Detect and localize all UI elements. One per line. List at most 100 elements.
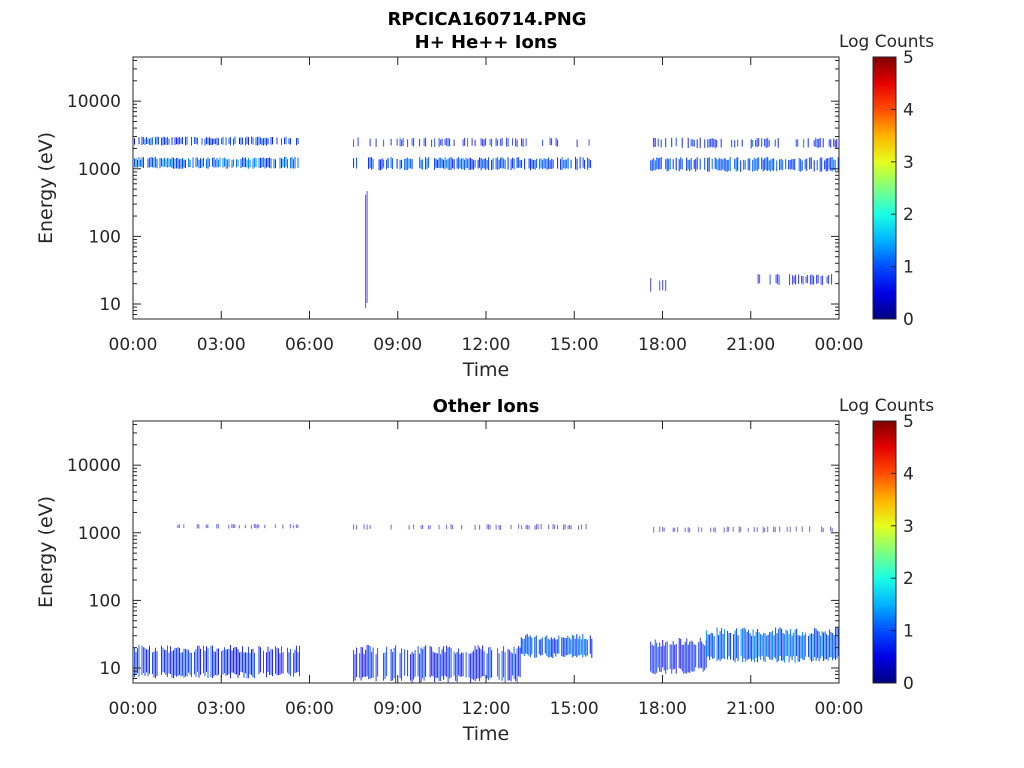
colorbar-tick-label: 2 xyxy=(903,205,914,225)
spectrogram-band-5 xyxy=(650,637,707,675)
spectrogram-band-4 xyxy=(365,191,368,309)
y-tick-10: 10 xyxy=(99,295,839,315)
x-tick-0: 00:00 xyxy=(109,421,158,719)
spectrogram-band-7 xyxy=(650,278,667,292)
colorbar-tick-label: 5 xyxy=(903,412,914,432)
y-tick-label: 1000 xyxy=(78,160,121,180)
spectrogram-band-0 xyxy=(133,136,299,146)
x-tick-label: 00:00 xyxy=(815,699,864,719)
y-tick-1000: 1000 xyxy=(78,160,839,180)
x-tick-label: 03:00 xyxy=(197,699,246,719)
colorbar-scale xyxy=(872,420,897,684)
y-tick-1000: 1000 xyxy=(78,524,839,544)
x-tick-8: 00:00 xyxy=(815,57,864,355)
y-tick-10000: 10000 xyxy=(67,456,839,476)
spectrogram-band-1 xyxy=(177,524,299,529)
y-tick-label: 10 xyxy=(99,295,121,315)
colorbar-tick-label: 1 xyxy=(903,622,914,642)
x-axis-label: Time xyxy=(462,359,510,381)
x-tick-label: 06:00 xyxy=(285,335,334,355)
y-tick-label: 100 xyxy=(89,591,121,611)
colorbar-tick-label: 1 xyxy=(903,258,914,278)
x-tick-label: 03:00 xyxy=(197,335,246,355)
x-tick-label: 06:00 xyxy=(285,699,334,719)
x-tick-2: 06:00 xyxy=(285,421,334,719)
y-tick-label: 100 xyxy=(89,227,121,247)
x-tick-0: 00:00 xyxy=(109,57,158,355)
x-tick-label: 21:00 xyxy=(726,335,775,355)
x-tick-label: 00:00 xyxy=(815,335,864,355)
x-tick-6: 18:00 xyxy=(638,57,687,355)
spectrogram-data xyxy=(133,524,839,683)
panel-title: Other Ions xyxy=(433,396,540,417)
spectrogram-band-3 xyxy=(353,156,592,171)
x-tick-4: 12:00 xyxy=(462,57,511,355)
colorbar-tick-label: 4 xyxy=(903,464,914,484)
y-minor-ticks xyxy=(133,59,839,320)
spectrogram-band-8 xyxy=(757,273,833,286)
panel-title: H+ He++ Ions xyxy=(415,32,558,53)
colorbar-tick-label: 4 xyxy=(903,100,914,120)
y-tick-label: 10000 xyxy=(67,456,121,476)
y-tick-100: 100 xyxy=(89,591,839,611)
y-tick-10: 10 xyxy=(99,659,839,679)
x-tick-label: 18:00 xyxy=(638,335,687,355)
y-tick-label: 10 xyxy=(99,659,121,679)
x-tick-4: 12:00 xyxy=(462,421,511,719)
spectrogram-band-0 xyxy=(133,644,300,679)
colorbar-title: Log Counts xyxy=(839,32,934,52)
x-tick-label: 18:00 xyxy=(638,699,687,719)
x-tick-1: 03:00 xyxy=(197,421,246,719)
figure-title: RPCICA160714.PNG xyxy=(387,9,586,30)
x-tick-3: 09:00 xyxy=(373,57,422,355)
spectrogram-data xyxy=(133,136,839,309)
x-tick-2: 06:00 xyxy=(285,57,334,355)
x-tick-7: 21:00 xyxy=(726,57,775,355)
spectrogram-band-3 xyxy=(520,633,593,659)
y-tick-10000: 10000 xyxy=(67,92,839,112)
colorbar-tick-label: 3 xyxy=(903,153,914,173)
spectrogram-band-1 xyxy=(133,156,299,169)
x-tick-label: 15:00 xyxy=(550,335,599,355)
spectrogram-band-2 xyxy=(353,137,590,147)
x-tick-label: 21:00 xyxy=(726,699,775,719)
plot-frame xyxy=(132,56,840,320)
x-tick-label: 12:00 xyxy=(462,699,511,719)
spectrogram-band-5 xyxy=(653,137,838,149)
x-tick-1: 03:00 xyxy=(197,57,246,355)
y-tick-label: 1000 xyxy=(78,524,121,544)
x-tick-3: 09:00 xyxy=(373,421,422,719)
y-tick-100: 100 xyxy=(89,227,839,247)
x-tick-label: 00:00 xyxy=(109,335,158,355)
spectrogram-band-7 xyxy=(653,526,833,533)
spectrogram-band-4 xyxy=(353,524,587,530)
colorbar-title: Log Counts xyxy=(839,396,934,416)
colorbar-tick-label: 3 xyxy=(903,517,914,537)
spectrogram-band-2 xyxy=(353,645,521,683)
colorbar: Log Counts 0 1 2 3 4 5 xyxy=(839,32,934,330)
colorbar-tick-label: 0 xyxy=(903,674,914,694)
x-tick-label: 12:00 xyxy=(462,335,511,355)
x-tick-label: 00:00 xyxy=(109,699,158,719)
colorbar: Log Counts 0 1 2 3 4 5 xyxy=(839,396,934,694)
y-minor-ticks xyxy=(133,423,839,684)
x-tick-8: 00:00 xyxy=(815,421,864,719)
colorbar-tick-label: 5 xyxy=(903,48,914,68)
spectrogram-band-6 xyxy=(650,156,839,172)
y-axis-label: Energy (eV) xyxy=(35,132,57,244)
x-tick-label: 09:00 xyxy=(373,335,422,355)
x-tick-7: 21:00 xyxy=(726,421,775,719)
colorbar-scale xyxy=(872,56,897,320)
colorbar-tick-label: 0 xyxy=(903,310,914,330)
x-axis-label: Time xyxy=(462,723,510,745)
x-tick-5: 15:00 xyxy=(550,57,599,355)
y-axis-label: Energy (eV) xyxy=(35,496,57,608)
x-tick-label: 09:00 xyxy=(373,699,422,719)
spectrogram-band-6 xyxy=(706,627,839,663)
colorbar-tick-label: 2 xyxy=(903,569,914,589)
x-tick-5: 15:00 xyxy=(550,421,599,719)
y-tick-label: 10000 xyxy=(67,92,121,112)
